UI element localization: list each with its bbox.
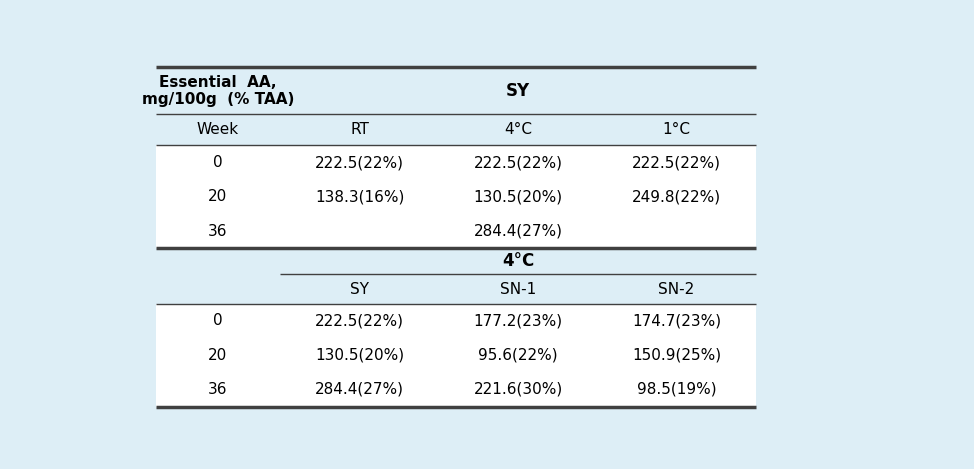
Text: 222.5(22%): 222.5(22%) <box>315 313 404 328</box>
Text: 0: 0 <box>213 313 223 328</box>
Text: 95.6(22%): 95.6(22%) <box>478 348 558 363</box>
Text: Essential  AA,
mg/100g  (% TAA): Essential AA, mg/100g (% TAA) <box>142 75 294 107</box>
Text: 150.9(25%): 150.9(25%) <box>632 348 721 363</box>
Text: RT: RT <box>350 122 369 137</box>
Text: SN-1: SN-1 <box>500 281 536 296</box>
Text: 138.3(16%): 138.3(16%) <box>315 189 404 204</box>
Text: 284.4(27%): 284.4(27%) <box>473 224 563 239</box>
Bar <box>156 145 756 180</box>
Bar <box>156 304 756 338</box>
Text: 177.2(23%): 177.2(23%) <box>473 313 563 328</box>
Text: 36: 36 <box>208 224 228 239</box>
Text: 222.5(22%): 222.5(22%) <box>473 155 563 170</box>
Text: 249.8(22%): 249.8(22%) <box>632 189 721 204</box>
Text: SY: SY <box>506 82 530 100</box>
Text: 98.5(19%): 98.5(19%) <box>637 382 717 397</box>
Text: 20: 20 <box>208 348 228 363</box>
Text: 130.5(20%): 130.5(20%) <box>315 348 404 363</box>
Text: 20: 20 <box>208 189 228 204</box>
Text: 284.4(27%): 284.4(27%) <box>315 382 404 397</box>
Text: 222.5(22%): 222.5(22%) <box>632 155 721 170</box>
Bar <box>156 214 756 248</box>
Text: Week: Week <box>197 122 239 137</box>
Text: 36: 36 <box>208 382 228 397</box>
Text: 1°C: 1°C <box>662 122 691 137</box>
Bar <box>156 338 756 372</box>
Text: 222.5(22%): 222.5(22%) <box>315 155 404 170</box>
Text: SY: SY <box>350 281 369 296</box>
Text: 130.5(20%): 130.5(20%) <box>473 189 563 204</box>
Text: SN-2: SN-2 <box>658 281 694 296</box>
Bar <box>156 67 756 407</box>
Text: 4°C: 4°C <box>505 122 532 137</box>
Text: 221.6(30%): 221.6(30%) <box>473 382 563 397</box>
Text: 0: 0 <box>213 155 223 170</box>
Bar <box>156 372 756 407</box>
Text: 4°C: 4°C <box>502 252 534 270</box>
Bar <box>156 180 756 214</box>
Text: 174.7(23%): 174.7(23%) <box>632 313 721 328</box>
